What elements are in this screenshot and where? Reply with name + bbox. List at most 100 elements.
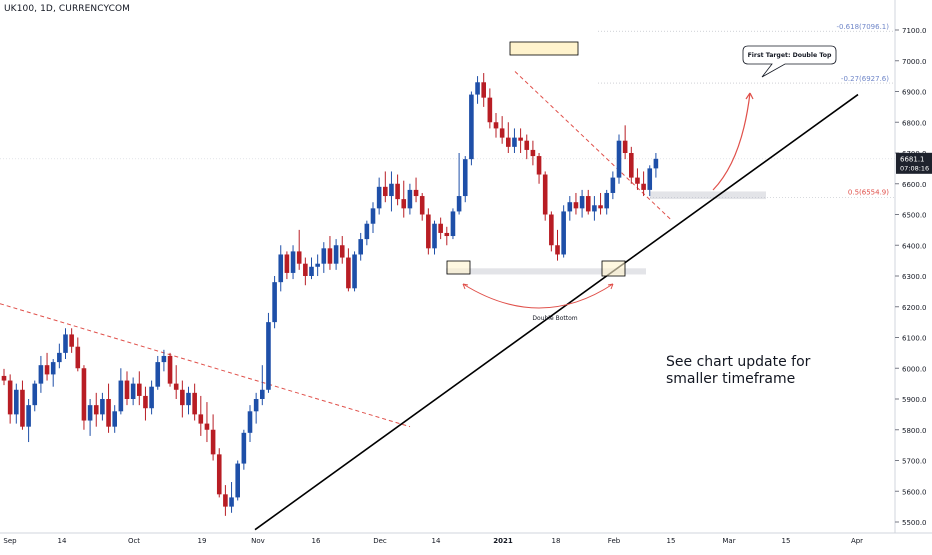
candle bbox=[44, 352, 50, 381]
x-tick-label: 15 bbox=[667, 537, 676, 545]
candle-body bbox=[137, 383, 142, 396]
candle-body bbox=[549, 214, 554, 246]
x-tick-label: Dec bbox=[373, 537, 387, 545]
ascending-trendline bbox=[254, 93, 859, 531]
descending-trendline-left bbox=[0, 303, 411, 428]
candle-body bbox=[339, 245, 345, 258]
candle-body bbox=[69, 334, 74, 347]
candle-body bbox=[20, 389, 25, 427]
x-tick-label: 18 bbox=[552, 537, 561, 545]
y-tick-label: 7100.0 bbox=[902, 27, 927, 35]
target-arrowhead bbox=[745, 92, 754, 100]
candle bbox=[432, 220, 437, 255]
candle bbox=[260, 365, 265, 406]
candle bbox=[370, 202, 376, 233]
highlight-box bbox=[509, 41, 579, 56]
arc-arrowhead-left bbox=[462, 283, 469, 290]
candle-body bbox=[432, 223, 437, 249]
candle-body bbox=[352, 254, 357, 289]
x-tick-label: 15 bbox=[782, 537, 791, 545]
y-tick-label: 6800.0 bbox=[902, 119, 927, 127]
candle bbox=[223, 485, 228, 516]
candle-body bbox=[506, 137, 511, 147]
candle bbox=[524, 134, 530, 160]
candle-body bbox=[389, 183, 394, 197]
candle bbox=[241, 429, 247, 470]
candle bbox=[118, 368, 124, 415]
candle bbox=[20, 380, 25, 430]
candle bbox=[567, 196, 573, 221]
price-badge bbox=[896, 152, 932, 174]
candle bbox=[653, 153, 659, 178]
candle bbox=[210, 414, 216, 461]
candle-body bbox=[395, 183, 400, 200]
candle-body bbox=[456, 196, 462, 212]
candle-body bbox=[106, 399, 111, 427]
target-arrow bbox=[712, 92, 751, 191]
candle-body bbox=[143, 395, 148, 409]
candle bbox=[112, 405, 117, 433]
candle bbox=[604, 189, 609, 215]
x-tick-label: Sep bbox=[3, 537, 17, 545]
price-badge-countdown: 07:08:16 bbox=[900, 164, 929, 172]
candle bbox=[536, 153, 542, 184]
candle-body bbox=[358, 239, 363, 255]
candle bbox=[229, 482, 234, 513]
callout-label: First Target: Double Top bbox=[748, 52, 832, 59]
candle bbox=[592, 196, 597, 221]
support-zone bbox=[650, 191, 766, 200]
candle-body bbox=[1, 375, 7, 381]
candle-body bbox=[186, 392, 191, 406]
candle-body bbox=[487, 97, 493, 123]
candle-body bbox=[50, 362, 56, 375]
candle-body bbox=[130, 383, 136, 399]
y-tick-label: 6500.0 bbox=[902, 212, 927, 220]
candle-body bbox=[512, 137, 517, 147]
candle-body bbox=[641, 183, 646, 190]
candle bbox=[1, 368, 7, 386]
candle bbox=[506, 122, 511, 153]
candle-body bbox=[364, 223, 370, 240]
candle bbox=[137, 371, 142, 406]
candle bbox=[641, 171, 646, 197]
candle-body bbox=[524, 140, 530, 150]
candle-body bbox=[278, 254, 284, 283]
candle-body bbox=[376, 186, 382, 209]
candle bbox=[616, 134, 622, 184]
candle-body bbox=[173, 383, 179, 390]
candle-body bbox=[438, 223, 443, 233]
candle-body bbox=[370, 208, 376, 224]
candle bbox=[383, 171, 388, 203]
candle bbox=[419, 192, 425, 221]
candle-body bbox=[653, 158, 659, 169]
candle-body bbox=[14, 389, 19, 415]
candle bbox=[192, 383, 197, 421]
candle bbox=[198, 395, 204, 436]
bottom-marker-left bbox=[446, 260, 471, 275]
symbol-title: UK100, 1D, CURRENCYCOM bbox=[4, 4, 131, 14]
candle-body bbox=[604, 192, 609, 209]
y-tick-label: 6100.0 bbox=[902, 335, 927, 343]
candle-body bbox=[112, 411, 117, 427]
candle bbox=[124, 371, 130, 406]
candle bbox=[598, 192, 603, 215]
candle-body bbox=[75, 346, 81, 369]
candle-body bbox=[290, 251, 296, 273]
candle bbox=[339, 236, 345, 264]
y-tick-label: 5600.0 bbox=[902, 488, 927, 496]
candle bbox=[38, 355, 44, 393]
candle-body bbox=[303, 263, 308, 276]
candle bbox=[50, 359, 56, 387]
candle-body bbox=[647, 168, 653, 190]
double-bottom-label: Double Bottom bbox=[532, 315, 577, 322]
candle bbox=[186, 386, 191, 415]
candle-body bbox=[161, 355, 167, 363]
double-bottom-band bbox=[446, 268, 646, 275]
candle-body bbox=[333, 245, 339, 264]
candle bbox=[296, 229, 302, 270]
candle bbox=[573, 192, 579, 215]
candle-body bbox=[26, 405, 31, 427]
candle-body bbox=[180, 389, 185, 406]
